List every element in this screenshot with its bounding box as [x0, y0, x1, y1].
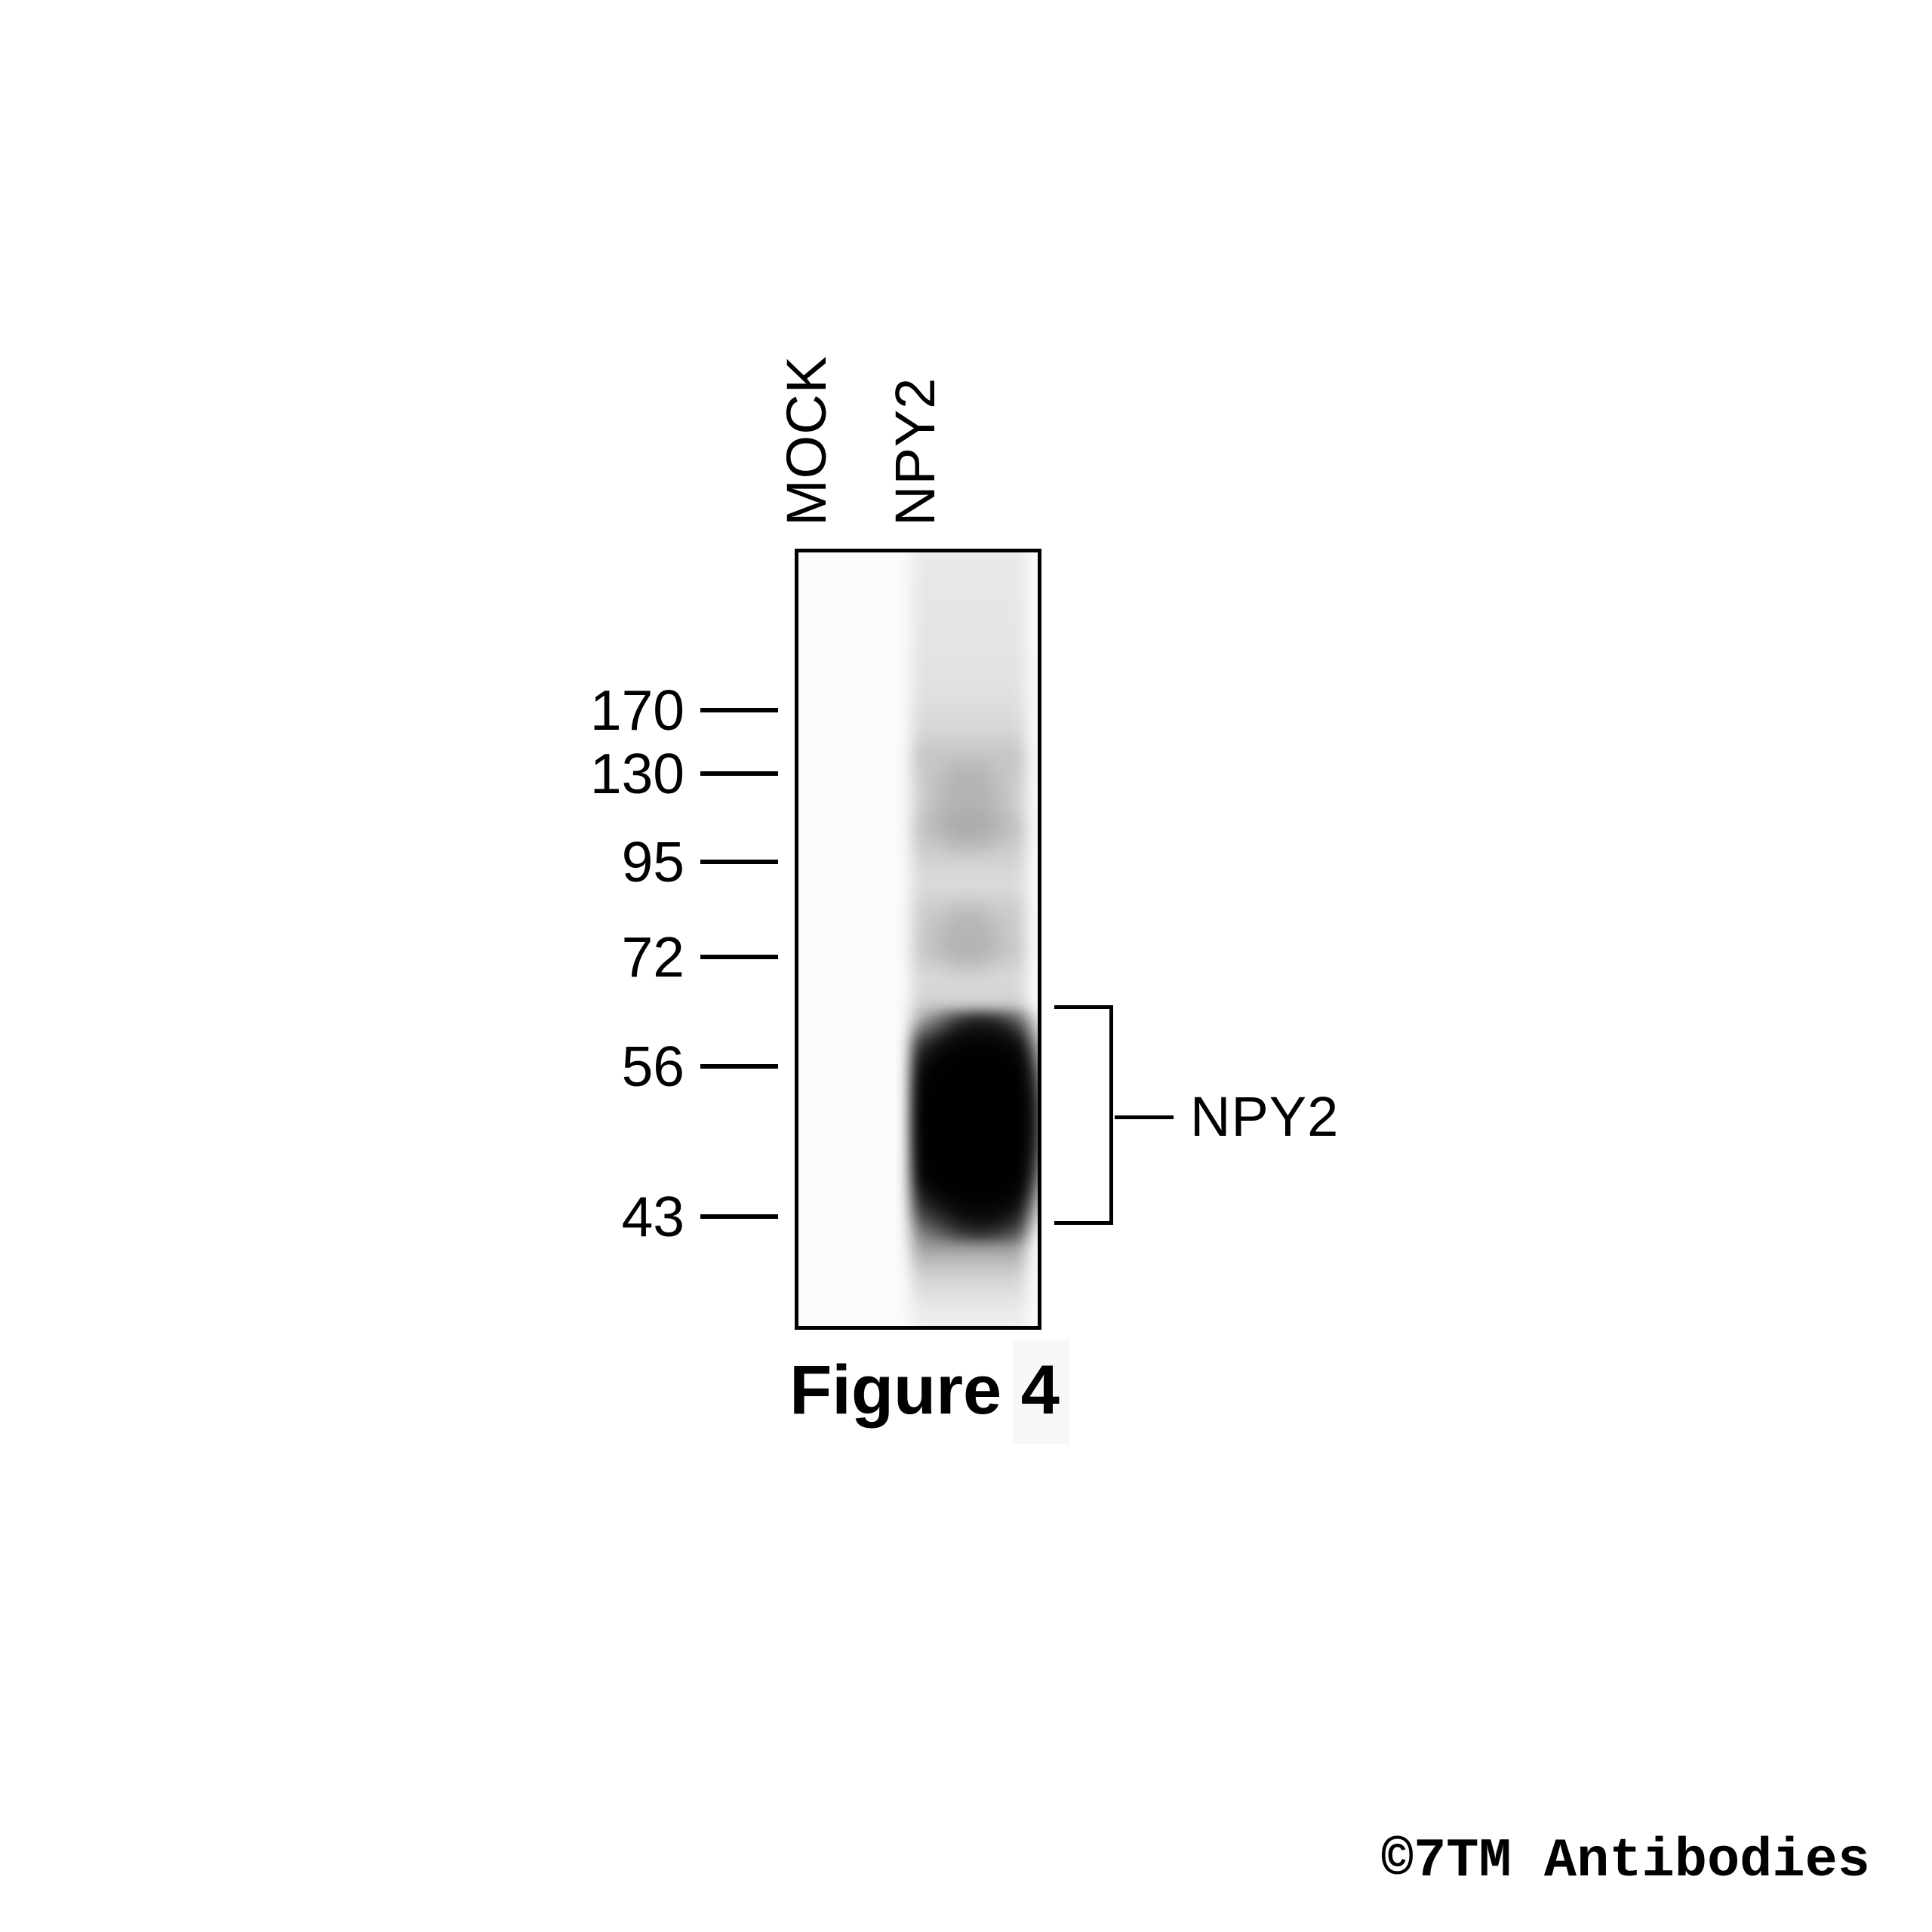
mw-marker-label: 95: [621, 830, 685, 894]
mw-marker-row: 43: [558, 1188, 785, 1245]
mw-marker-row: 95: [558, 833, 785, 891]
annotation-bracket: [1054, 1005, 1113, 1225]
mw-tick-line: [700, 955, 778, 959]
mw-marker-label: 72: [621, 925, 685, 989]
mw-marker-row: 170: [558, 681, 785, 739]
blot-membrane: [795, 549, 1041, 1330]
mw-marker-row: 130: [558, 745, 785, 802]
scan-artifact: [1013, 1340, 1070, 1444]
lane-label-mock: MOCK: [775, 355, 838, 526]
mw-marker-row: 56: [558, 1038, 785, 1095]
mw-tick-line: [700, 1214, 778, 1219]
mw-marker-label: 56: [621, 1035, 685, 1098]
mw-tick-line: [700, 1064, 778, 1069]
annotation-pointer-line: [1115, 1115, 1174, 1119]
strong-band-npy2: [913, 1011, 1038, 1241]
copyright-watermark: ©7TM Antibodies: [1380, 1830, 1870, 1892]
mw-tick-line: [700, 708, 778, 712]
mw-marker-label: 170: [589, 678, 685, 742]
mw-tick-line: [700, 771, 778, 776]
mw-marker-label: 130: [589, 742, 685, 805]
mw-marker-row: 72: [558, 928, 785, 986]
mw-marker-label: 43: [621, 1185, 685, 1248]
annotation-label-npy2: NPY2: [1190, 1085, 1340, 1148]
faint-band-95-72: [928, 896, 1008, 980]
figure-caption: Figure 4: [789, 1352, 1060, 1429]
mw-tick-line: [700, 860, 778, 864]
faint-band-130-95: [925, 756, 1012, 858]
lane-label-npy2: NPY2: [884, 377, 946, 526]
